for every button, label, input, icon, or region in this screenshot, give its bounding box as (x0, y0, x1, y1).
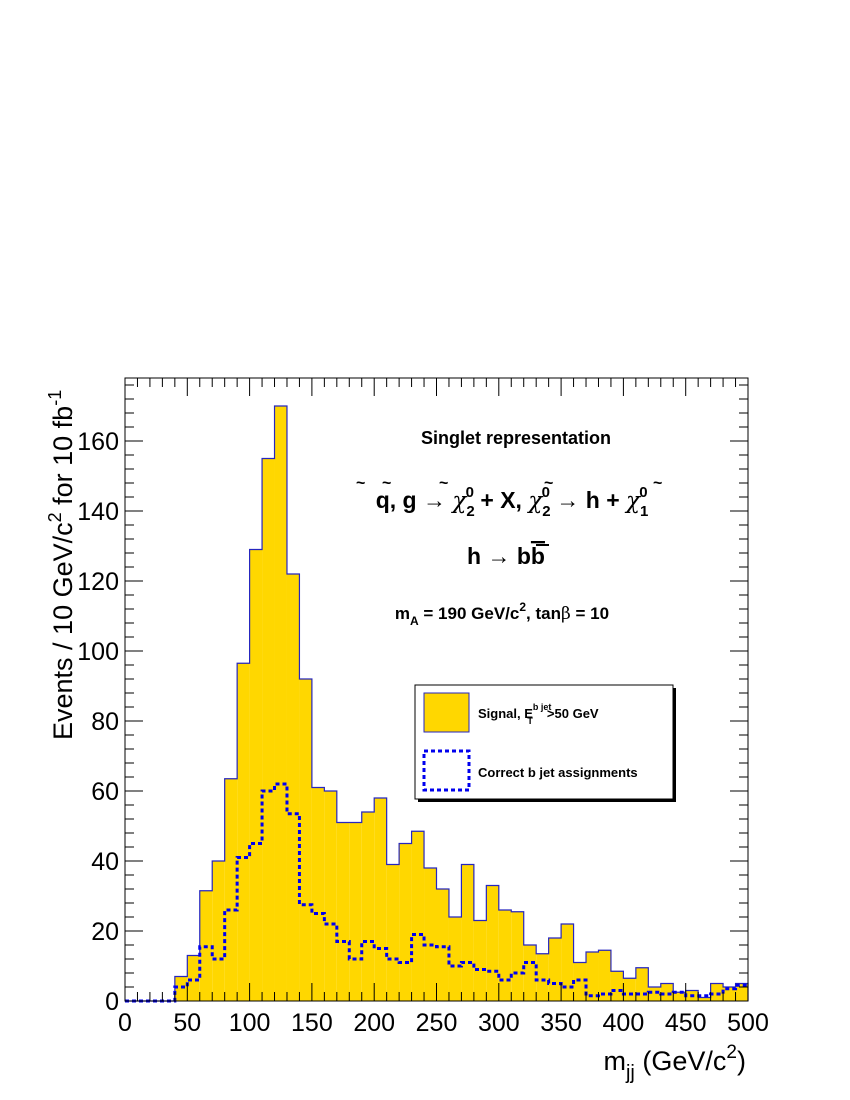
signal-bar (610, 971, 624, 1001)
signal-bar (286, 574, 300, 1001)
x-tick-label: 450 (665, 1009, 707, 1037)
signal-bar (299, 679, 312, 1001)
tilde-accent-icon: ~ (439, 475, 448, 492)
x-tick-label: 350 (540, 1009, 582, 1037)
signal-bar (386, 864, 400, 1001)
legend-swatch-signal (423, 692, 470, 733)
signal-bar (673, 992, 686, 1001)
annotation-process-line1: q, g → χ20 + X, χ20 → h + χ10 (376, 484, 649, 520)
signal-bar (648, 987, 661, 1001)
y-tick-label: 140 (77, 498, 119, 526)
x-tick-label: 300 (478, 1009, 520, 1037)
signal-bar (411, 831, 425, 1001)
signal-bar (735, 983, 748, 1001)
y-tick-label: 40 (91, 848, 119, 876)
y-tick-label: 0 (105, 988, 119, 1016)
signal-bar (361, 812, 375, 1001)
signal-bar (498, 910, 512, 1001)
signal-bar (424, 868, 437, 1001)
signal-bar (436, 889, 449, 1001)
y-axis-title: Events / 10 GeV/c2 for 10 fb-1 (45, 390, 78, 740)
signal-bar (710, 983, 724, 1001)
y-tick-label: 120 (77, 568, 119, 596)
legend: Signal, Eb jet T >50 GeV Correct b jet ass… (414, 684, 676, 802)
signal-bar (523, 945, 537, 1001)
signal-bar (187, 955, 200, 1001)
x-tick-label: 0 (118, 1009, 132, 1037)
annotation-process-line2: h → bb (467, 543, 545, 569)
legend-swatch-correct (422, 749, 471, 792)
signal-bar (399, 843, 412, 1001)
y-tick-label: 100 (77, 638, 119, 666)
signal-bar (486, 885, 499, 1001)
tilde-accent-icon: ~ (653, 475, 662, 492)
tilde-accent-icon: ~ (382, 475, 391, 492)
tilde-accent-icon: ~ (356, 475, 365, 492)
signal-bar (548, 938, 562, 1001)
signal-bar (174, 976, 188, 1001)
signal-bar (536, 953, 549, 1001)
signal-bar (237, 663, 250, 1001)
signal-bar (349, 822, 362, 1001)
signal-bar (598, 950, 611, 1001)
signal-bar (573, 962, 587, 1001)
signal-bar (262, 458, 275, 1001)
x-tick-labels: 0 50 100 150 200 250 300 350 400 450 500 (118, 1009, 769, 1037)
signal-bar (224, 778, 238, 1001)
signal-bar (212, 861, 225, 1001)
signal-bar (586, 952, 599, 1001)
axis-ticks (124, 378, 749, 1002)
signal-bar (723, 987, 736, 1001)
x-tick-label: 400 (603, 1009, 645, 1037)
signal-bar (461, 864, 474, 1001)
signal-bar (473, 920, 487, 1001)
signal-bar (660, 983, 674, 1001)
signal-histogram (125, 405, 749, 1002)
y-tick-label: 20 (91, 918, 119, 946)
legend-label-correct: Correct b jet assignments (478, 765, 638, 780)
signal-bar (249, 549, 263, 1001)
x-tick-label: 250 (416, 1009, 458, 1037)
tilde-accent-icon: ~ (544, 475, 553, 492)
signal-bar (698, 997, 711, 1001)
signal-bar (274, 406, 287, 1001)
x-tick-label: 50 (173, 1009, 201, 1037)
legend-label-signal: Signal, Eb jet T >50 GeV (478, 702, 599, 726)
y-tick-label: 160 (77, 428, 119, 456)
annotation-title: Singlet representation (421, 428, 611, 448)
y-tick-labels: 0 20 40 60 80 100 120 140 160 (77, 428, 119, 1016)
correct-assignment-histogram (125, 782, 748, 1003)
x-axis-title: mjj (GeV/c2) (603, 1042, 746, 1084)
signal-outline (125, 405, 749, 1002)
signal-bar (311, 787, 325, 1001)
annotation-params: mA = 190 GeV/c2, tanβ = 10 (395, 600, 609, 628)
correct-assignment-step (125, 782, 748, 1003)
x-tick-label: 150 (291, 1009, 333, 1037)
x-tick-label: 100 (229, 1009, 271, 1037)
signal-bar (324, 791, 337, 1001)
signal-bar (374, 798, 387, 1001)
x-tick-label: 200 (353, 1009, 395, 1037)
y-tick-label: 60 (91, 778, 119, 806)
y-tick-label: 80 (91, 708, 119, 736)
x-tick-label: 500 (727, 1009, 769, 1037)
signal-bar (623, 978, 636, 1001)
signal-bar (448, 917, 462, 1001)
signal-bar (635, 967, 649, 1001)
signal-bar (561, 924, 574, 1001)
signal-bar (511, 911, 524, 1001)
signal-bar (336, 822, 350, 1001)
